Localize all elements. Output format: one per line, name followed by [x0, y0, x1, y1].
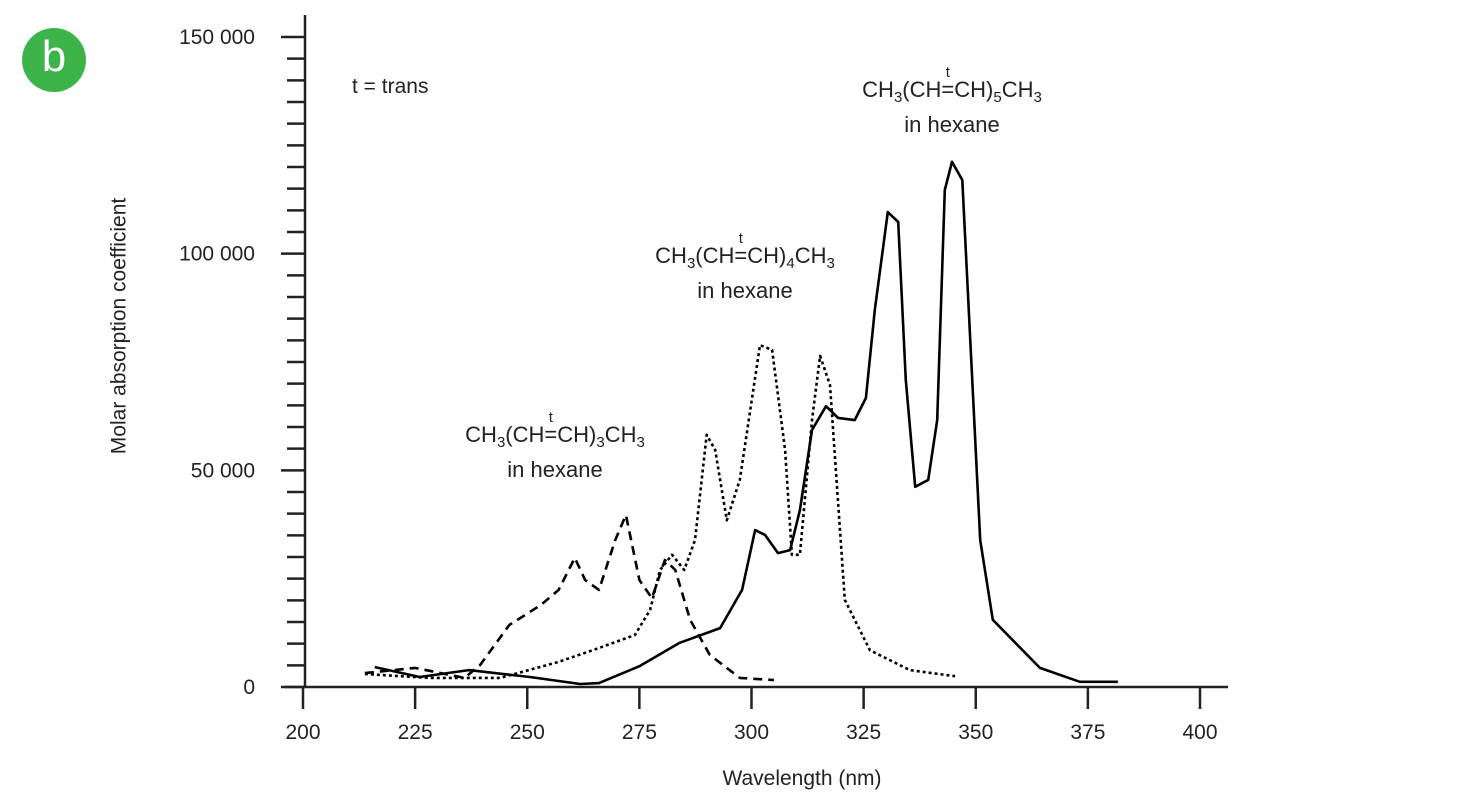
bond: = [941, 77, 955, 102]
x-tick-label: 225 [398, 721, 433, 744]
formula-part: CH [862, 77, 894, 102]
panel-label: b [22, 28, 86, 92]
x-tick-label: 350 [958, 721, 993, 744]
y-tick-label: 50 000 [191, 459, 255, 482]
series-annotation: CH3(CH= t CH)4CH3 in hexane [655, 230, 835, 304]
x-tick-label: 275 [622, 721, 657, 744]
formula-part: (CH [505, 422, 545, 447]
y-tick-label: 150 000 [179, 26, 255, 49]
formula-part: 3 [1033, 89, 1042, 106]
bond: = [734, 243, 748, 268]
formula-part: CH [655, 243, 687, 268]
formula: CH3(CH= t CH)4CH3 [655, 230, 835, 272]
formula-part: 4 [786, 255, 795, 272]
formula-part: CH) [954, 77, 994, 102]
x-tick-label: 375 [1070, 721, 1105, 744]
x-tick-label: 400 [1182, 721, 1217, 744]
formula-part: 3 [596, 434, 605, 451]
formula-part: = t [544, 409, 558, 447]
formula-part: 3 [893, 89, 903, 106]
x-axis-label: Wavelength (nm) [722, 767, 881, 790]
series-annotation: CH3(CH= t CH)5CH3 in hexane [862, 64, 1042, 138]
formula-part: 3 [636, 434, 645, 451]
formula-part: CH [794, 243, 827, 268]
y-axis-label: Molar absorption coefficient [108, 198, 131, 455]
formula-part: (CH [902, 77, 942, 102]
spectrum-line [364, 343, 956, 680]
formula-part: = t [941, 64, 955, 102]
formula-part: CH) [557, 422, 597, 447]
bond-mark: t [548, 409, 553, 426]
medium: in hexane [904, 112, 1000, 138]
x-tick-label: 325 [846, 721, 881, 744]
y-tick-label: 0 [243, 676, 255, 699]
series-annotation: CH3(CH= t CH)3CH3 in hexane [465, 409, 645, 483]
medium: in hexane [697, 278, 793, 304]
x-tick-label: 200 [285, 721, 320, 744]
medium: in hexane [507, 457, 603, 483]
formula-part: 3 [826, 255, 835, 272]
x-tick-label: 300 [734, 721, 769, 744]
formula: CH3(CH= t CH)5CH3 [862, 64, 1042, 106]
formula-part: CH) [747, 243, 787, 268]
y-tick-label: 100 000 [179, 243, 255, 266]
formula-part: CH [1001, 77, 1034, 102]
bond-mark: t [945, 64, 950, 81]
spectrum-line [374, 160, 1118, 686]
formula-part: CH [465, 422, 497, 447]
formula-part: = t [734, 230, 748, 268]
formula-part: 5 [993, 89, 1002, 106]
formula: CH3(CH= t CH)3CH3 [465, 409, 645, 451]
bond: = [544, 422, 558, 447]
formula-part: (CH [695, 243, 735, 268]
formula-part: 3 [496, 434, 506, 451]
x-tick-label: 250 [510, 721, 545, 744]
bond-mark: t [738, 230, 743, 247]
note: t = trans [352, 75, 428, 98]
formula-part: 3 [686, 255, 696, 272]
spectrum-line [364, 513, 774, 682]
formula-part: CH [604, 422, 637, 447]
